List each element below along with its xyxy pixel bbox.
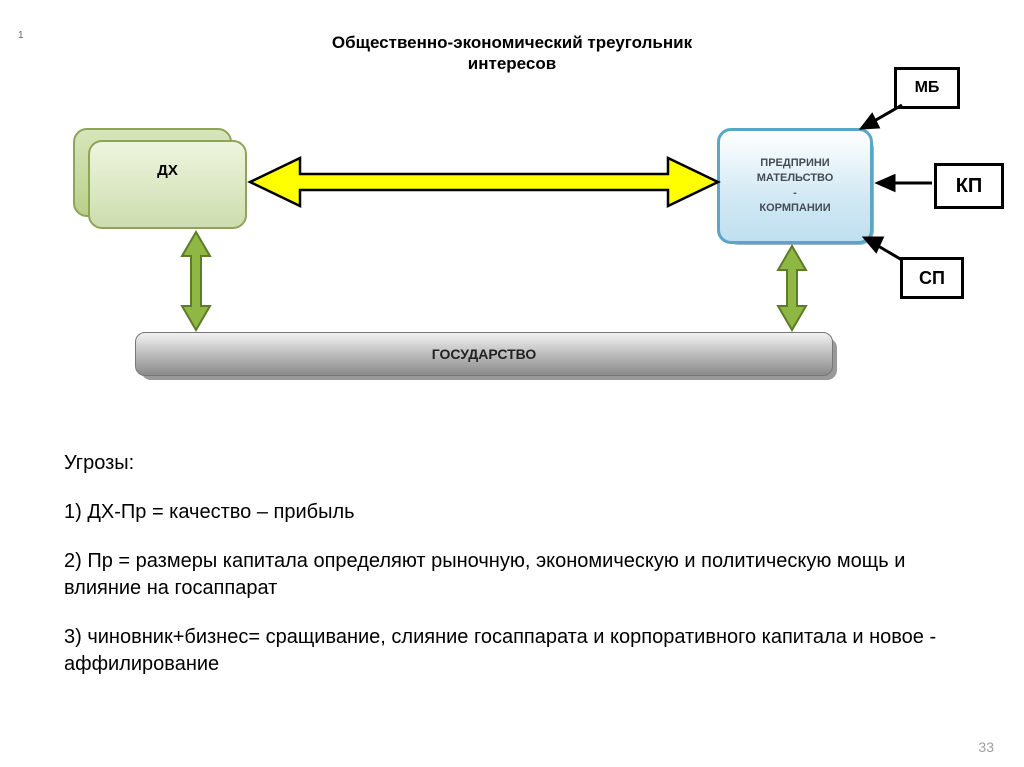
- arrow-sp-pr: [865, 238, 902, 260]
- page-number-bottom: 33: [978, 739, 994, 755]
- node-pr-label: ПРЕДПРИНИ МАТЕЛЬСТВО - КОРМПАНИИ: [757, 156, 834, 215]
- node-pr: ПРЕДПРИНИ МАТЕЛЬСТВО - КОРМПАНИИ: [717, 128, 873, 244]
- arrow-pr-gov: [778, 246, 806, 330]
- node-kp: КП: [934, 163, 1004, 209]
- title-line-1: Общественно-экономический треугольник: [332, 33, 692, 52]
- node-mb: МБ: [894, 67, 960, 109]
- threat-2: 2) Пр = размеры капитала определяют рыно…: [64, 548, 944, 602]
- node-dx: ДХ: [88, 140, 247, 229]
- title-line-2: интересов: [468, 54, 556, 73]
- node-dx-label: ДХ: [90, 142, 245, 179]
- threats-header: Угрозы:: [64, 450, 944, 477]
- threat-3: 3) чиновник+бизнес= сращивание, слияние …: [64, 624, 944, 678]
- diagram-title: Общественно-экономический треугольник ин…: [0, 32, 1024, 75]
- threat-1: 1) ДХ-Пр = качество – прибыль: [64, 499, 944, 526]
- node-sp: СП: [900, 257, 964, 299]
- arrow-kp-pr: [878, 176, 932, 190]
- node-gov: ГОСУДАРСТВО: [135, 332, 833, 376]
- arrow-dx-gov: [182, 232, 210, 330]
- arrow-dx-pr: [250, 158, 718, 206]
- diagram-stage: 1 Общественно-экономический треугольник …: [0, 0, 1024, 767]
- threats-text: Угрозы: 1) ДХ-Пр = качество – прибыль 2)…: [64, 450, 944, 700]
